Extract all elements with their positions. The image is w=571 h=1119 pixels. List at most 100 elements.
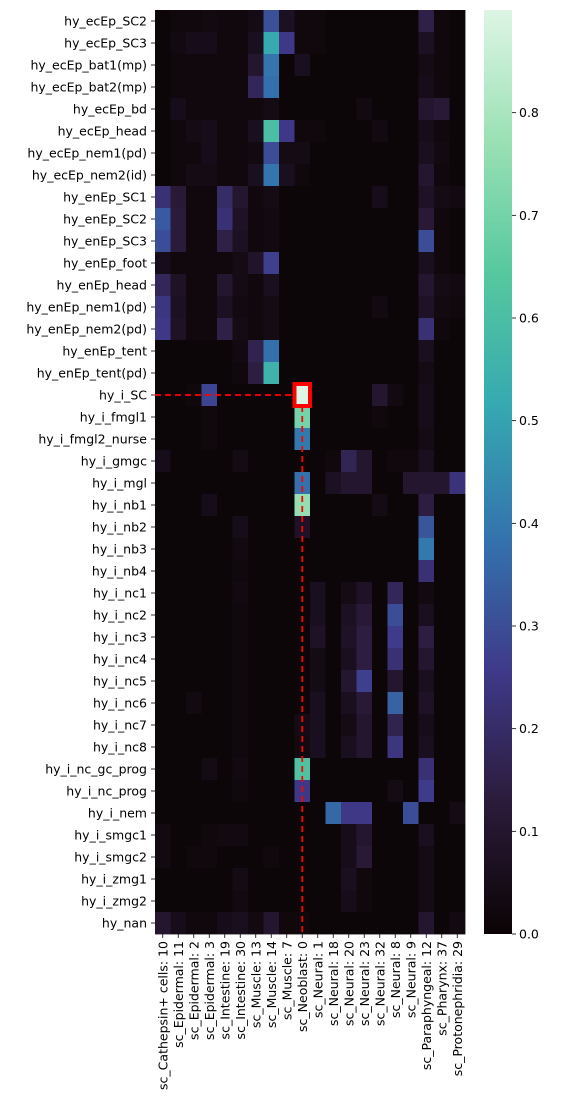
heatmap-cell — [387, 824, 404, 847]
heatmap-cell — [356, 428, 373, 451]
heatmap-cell — [279, 648, 295, 671]
heatmap-cell — [387, 164, 404, 187]
row-label-hy-i-fmgl1: hy_i_fmgl1 — [80, 410, 147, 425]
heatmap-cell — [341, 10, 357, 33]
heatmap-cell — [325, 472, 342, 495]
heatmap-cell — [372, 670, 388, 693]
heatmap-cell — [279, 296, 295, 319]
heatmap-cell — [155, 120, 171, 143]
heatmap-cell — [232, 10, 249, 33]
heatmap-cell — [294, 208, 311, 231]
heatmap-cell — [418, 428, 435, 451]
heatmap-cell — [418, 142, 435, 165]
heatmap-cell — [217, 384, 233, 407]
heatmap-cell — [449, 714, 466, 737]
heatmap-cell — [403, 846, 419, 869]
heatmap-cell — [248, 868, 264, 891]
heatmap-cell — [449, 98, 466, 121]
heatmap-cell — [356, 692, 373, 715]
heatmap-cell — [449, 472, 466, 495]
heatmap-cell — [434, 670, 450, 693]
heatmap-cell — [170, 736, 187, 759]
heatmap-cell — [449, 604, 466, 627]
row-label-hy-i-nb1: hy_i_nb1 — [92, 498, 147, 513]
heatmap-cell — [263, 516, 280, 539]
heatmap-cell — [372, 142, 388, 165]
heatmap-cell — [449, 802, 466, 825]
colorbar-tick-label: 0.4 — [519, 516, 539, 531]
heatmap-cell — [372, 252, 388, 275]
heatmap-cell — [325, 582, 342, 605]
heatmap-cell — [201, 10, 218, 33]
heatmap-cell — [186, 912, 202, 935]
heatmap-cell — [217, 824, 233, 847]
heatmap-cell — [201, 868, 218, 891]
heatmap-cell — [372, 868, 388, 891]
heatmap-cell — [186, 714, 202, 737]
heatmap-cell — [387, 274, 404, 297]
heatmap-cell — [387, 230, 404, 253]
heatmap-cell — [449, 912, 466, 935]
heatmap-cell — [387, 516, 404, 539]
heatmap-cell — [232, 714, 249, 737]
heatmap-cell — [248, 54, 264, 77]
heatmap-cell — [279, 846, 295, 869]
heatmap-cell — [217, 736, 233, 759]
heatmap-cell — [279, 516, 295, 539]
heatmap-cell — [434, 824, 450, 847]
heatmap-cell — [434, 76, 450, 99]
heatmap-cell — [155, 912, 171, 935]
heatmap-cell — [279, 890, 295, 913]
heatmap-cell — [201, 54, 218, 77]
heatmap-cell — [217, 32, 233, 55]
heatmap-cell — [449, 868, 466, 891]
heatmap-cell — [232, 186, 249, 209]
heatmap-cell — [387, 538, 404, 561]
heatmap-cell — [372, 76, 388, 99]
heatmap-cell — [217, 846, 233, 869]
heatmap-cell — [155, 538, 171, 561]
heatmap-cell — [434, 164, 450, 187]
heatmap-cell — [325, 384, 342, 407]
heatmap-cell — [387, 692, 404, 715]
heatmap-cell — [434, 318, 450, 341]
heatmap-cell — [325, 32, 342, 55]
heatmap-cell — [248, 362, 264, 385]
heatmap-cell — [387, 912, 404, 935]
heatmap-cell — [403, 428, 419, 451]
heatmap-cell — [279, 32, 295, 55]
heatmap-cell — [155, 472, 171, 495]
heatmap-cell — [232, 252, 249, 275]
row-label-hy-i-zmg1: hy_i_zmg1 — [81, 872, 147, 887]
heatmap-cell — [186, 670, 202, 693]
heatmap-cell — [170, 648, 187, 671]
heatmap-cell — [356, 472, 373, 495]
heatmap-cell — [418, 406, 435, 429]
heatmap-cell — [170, 538, 187, 561]
heatmap-cell — [155, 516, 171, 539]
heatmap-cell — [372, 384, 388, 407]
heatmap-cell — [279, 582, 295, 605]
heatmap-cell — [310, 54, 326, 77]
heatmap-cell — [186, 164, 202, 187]
heatmap-cell — [186, 98, 202, 121]
heatmap-cell — [341, 296, 357, 319]
heatmap-cell — [449, 516, 466, 539]
heatmap-cell — [310, 736, 326, 759]
row-label-hy-i-sc: hy_i_SC — [99, 388, 147, 403]
heatmap-cell — [449, 230, 466, 253]
heatmap-cell — [387, 208, 404, 231]
heatmap-cell — [418, 450, 435, 473]
heatmap-cell — [387, 758, 404, 781]
heatmap-cell — [341, 76, 357, 99]
row-label-hy-i-smgc2: hy_i_smgc2 — [74, 850, 147, 865]
heatmap-cell — [341, 362, 357, 385]
column-label-sc-neoblast-0: sc_Neoblast: 0 — [295, 941, 310, 1032]
heatmap-cell — [248, 450, 264, 473]
heatmap-cell — [201, 472, 218, 495]
row-label-hy-i-nc6: hy_i_nc6 — [93, 696, 147, 711]
heatmap-cell — [217, 10, 233, 33]
heatmap-cell — [170, 32, 187, 55]
heatmap-cell — [449, 164, 466, 187]
heatmap-cell — [248, 142, 264, 165]
